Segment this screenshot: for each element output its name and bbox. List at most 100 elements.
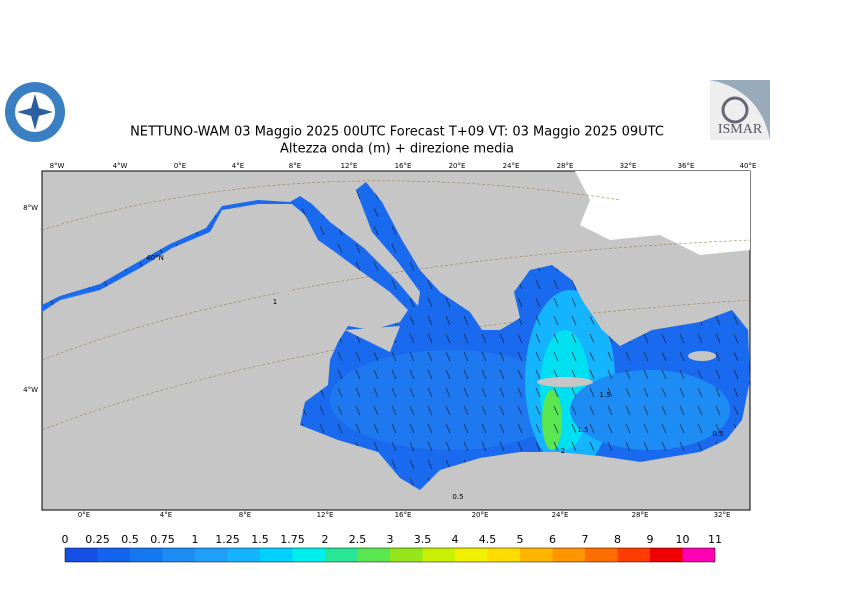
wave-direction <box>625 351 631 362</box>
wave-direction <box>391 369 397 380</box>
colorbar-box <box>650 548 683 562</box>
wave-direction <box>445 315 451 326</box>
wave-direction <box>679 423 685 434</box>
colorbar-label: 3.5 <box>414 533 432 546</box>
wave-direction <box>733 387 739 398</box>
graticule-label: 28°E <box>632 511 649 519</box>
wave-direction <box>355 243 361 254</box>
wave-direction <box>607 387 613 398</box>
wave-direction <box>463 441 469 452</box>
wave-direction <box>715 333 721 344</box>
wave-direction <box>427 333 433 344</box>
wave-direction <box>535 297 541 308</box>
wave-direction <box>427 387 433 398</box>
wave-direction <box>625 405 631 416</box>
graticule-label: 20°E <box>472 511 489 519</box>
graticule-label: 16°E <box>395 162 412 170</box>
colorbar-label: 8 <box>614 533 621 546</box>
wave-direction <box>499 405 505 416</box>
wave-direction <box>445 405 451 416</box>
wave-direction <box>409 387 415 398</box>
wave-direction <box>517 297 523 308</box>
wave-direction <box>607 441 613 452</box>
colorbar-label: 2.5 <box>349 533 367 546</box>
wave-direction <box>481 405 487 416</box>
wave-direction <box>517 441 523 452</box>
island <box>276 234 294 302</box>
wave-direction <box>553 351 559 362</box>
colorbar-label: 11 <box>708 533 722 546</box>
wave-direction <box>409 405 415 416</box>
colorbar-label: 2 <box>322 533 329 546</box>
wave-direction <box>553 279 559 290</box>
colorbar-label: 9 <box>647 533 654 546</box>
island <box>345 326 400 352</box>
wave-direction <box>391 405 397 416</box>
wave-direction <box>409 459 415 470</box>
wave-direction <box>697 423 703 434</box>
wave-direction <box>715 315 721 326</box>
logo-right: ISMAR <box>710 80 770 140</box>
wave-direction <box>697 405 703 416</box>
graticule-label: 20°E <box>449 162 466 170</box>
wave-direction <box>445 333 451 344</box>
colorbar-label: 10 <box>676 533 690 546</box>
wave-direction <box>427 405 433 416</box>
wave-direction <box>427 369 433 380</box>
wave-direction <box>715 351 721 362</box>
wave-direction <box>409 261 415 272</box>
wave-direction <box>499 369 505 380</box>
wave-direction <box>337 387 343 398</box>
colorbar-label: 1 <box>192 533 199 546</box>
wave-direction <box>589 315 595 326</box>
wave-direction <box>661 387 667 398</box>
wave-direction <box>535 387 541 398</box>
wave-direction <box>553 315 559 326</box>
colorbar-box <box>455 548 488 562</box>
wave-direction <box>427 315 433 326</box>
wave-direction <box>535 441 541 452</box>
wave-direction <box>337 369 343 380</box>
wave-direction <box>697 333 703 344</box>
wave-direction <box>445 441 451 452</box>
graticule-label: 28°E <box>557 162 574 170</box>
colorbar-box <box>130 548 163 562</box>
wave-direction <box>409 477 415 488</box>
wave-direction <box>697 441 703 452</box>
graticule-label: 4°W <box>113 162 128 170</box>
wave-direction <box>445 369 451 380</box>
wave-direction <box>571 351 577 362</box>
wave-direction <box>553 297 559 308</box>
wave-direction <box>643 333 649 344</box>
wave-direction <box>643 387 649 398</box>
colorbar-box <box>520 548 553 562</box>
wave-direction <box>715 387 721 398</box>
wave-direction <box>517 405 523 416</box>
wave-direction <box>625 423 631 434</box>
graticule-label: 24°E <box>552 511 569 519</box>
wave-direction <box>661 369 667 380</box>
graticule-label: 24°E <box>503 162 520 170</box>
wave-direction <box>481 387 487 398</box>
map <box>41 170 751 511</box>
graticule-label: 0°E <box>174 162 186 170</box>
wave-direction <box>373 261 379 272</box>
wave-direction <box>517 387 523 398</box>
wave-direction <box>697 369 703 380</box>
wave-direction <box>607 369 613 380</box>
colorbar-label: 3 <box>387 533 394 546</box>
graticule-label: 40°N <box>146 254 164 262</box>
colorbar-frame <box>64 547 716 563</box>
wave-direction <box>643 423 649 434</box>
wave-direction <box>553 423 559 434</box>
colorbar-label: 0.75 <box>150 533 175 546</box>
colorbar-box <box>292 548 325 562</box>
graticule-label: 8°W <box>50 162 65 170</box>
wave-direction <box>337 405 343 416</box>
wave-direction <box>427 279 433 290</box>
colorbar-label: 1.75 <box>280 533 305 546</box>
wave-direction <box>571 423 577 434</box>
wave-direction <box>715 369 721 380</box>
wave-direction <box>319 423 325 434</box>
